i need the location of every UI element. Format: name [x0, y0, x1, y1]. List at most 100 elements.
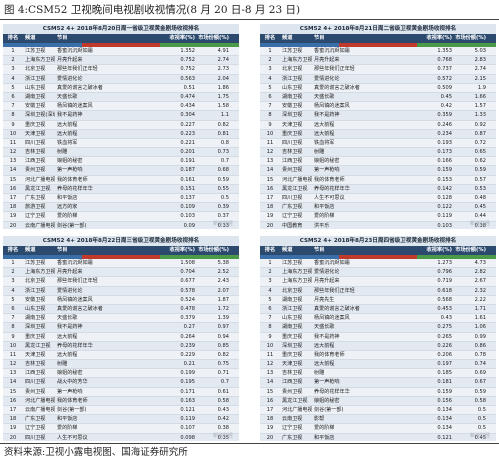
- cell-show: 我不是药神: [314, 112, 340, 119]
- cell-share: 2.07: [217, 287, 229, 294]
- cell-share: 1.87: [217, 296, 229, 303]
- column-header-channel: 频道: [282, 35, 293, 41]
- table-row: 7 安徽卫视 杨凤镇的迷案风 0.434 1.58: [3, 102, 239, 112]
- cell-share: 1.66: [474, 93, 486, 100]
- watermark: 新浪财经: [469, 433, 490, 439]
- cell-channel: 河北广播电视台卫视频道: [25, 397, 55, 404]
- cell-rank: 5: [11, 84, 15, 91]
- table-header: 排名 频道 节目 收视率(%) 市场份额(%): [3, 246, 239, 255]
- column-header-share: 市场份额(%): [198, 35, 229, 41]
- cell-rank: 11: [9, 351, 17, 358]
- ranking-panel: CSM52 4+ 2018年8月23日周四省级卫视黄金剧场收视排名 排名 频道 节目 收…: [260, 236, 496, 441]
- cell-rank: 3: [268, 278, 272, 285]
- cell-channel: 四川卫视: [25, 139, 46, 146]
- table-row: 15 河北广播电视台卫视频道我的体育老师 0.161 0.59: [3, 176, 239, 185]
- panel-title: CSM52 4+ 2018年8月21日周二省级卫视黄金剧场收视排名: [260, 24, 496, 34]
- cell-share: 0.57: [474, 176, 486, 183]
- table-row: 6 山东卫视 真爱的谎言之破冰者 0.478 1.72: [3, 304, 239, 315]
- cell-share: 1.1: [220, 112, 229, 119]
- cell-show: 和平饭店: [314, 434, 335, 441]
- table-row: 13 江西卫视 娘姐的秘密 0.199 0.71: [3, 369, 239, 379]
- cell-channel: 上海东方卫视: [25, 269, 55, 276]
- cell-rating: 0.137: [180, 195, 195, 201]
- cell-rating: 1.353: [437, 48, 452, 54]
- cell-rank: 8: [268, 112, 272, 119]
- table-row: 8 湖南卫视 天盛长歌 0.275 1.06: [260, 323, 496, 333]
- cell-channel: 上海东方卫视: [25, 57, 55, 64]
- cell-rank: 17: [266, 195, 274, 201]
- cell-rating: 0.453: [437, 305, 452, 312]
- cell-rating: 0.121: [437, 434, 452, 441]
- cell-channel: 辽宁卫视: [282, 425, 303, 432]
- cell-rating: 0.159: [437, 388, 452, 395]
- cell-share: 0.44: [474, 213, 486, 220]
- cell-channel: 江西卫视: [25, 158, 46, 165]
- ranking-panel: CSM52 4+ 2018年8月21日周二省级卫视黄金剧场收视排名 排名 频道 节目 收…: [260, 24, 496, 229]
- panel-title: CSM52 4+ 2018年8月22日周三省级卫视黄金剧场收视排名: [3, 236, 239, 246]
- cell-show: 月亮先生: [314, 296, 335, 303]
- table-row: 12 吉林卫视 射雕 0.21 0.75: [3, 360, 239, 370]
- cell-show: 杨凤镇的迷案风: [314, 315, 350, 322]
- cell-rank: 16: [266, 185, 274, 192]
- cell-share: 0.45: [474, 434, 486, 441]
- cell-rating: 0.134: [437, 416, 452, 423]
- cell-share: 0.55: [217, 185, 229, 192]
- cell-share: 2.67: [474, 278, 486, 285]
- cell-share: 4.91: [217, 48, 229, 54]
- color-strip-segment: [81, 255, 161, 259]
- cell-rank: 12: [266, 149, 274, 156]
- table-row: 10 天津卫视 远大前程 0.223 0.81: [3, 129, 239, 139]
- cell-rank: 15: [9, 388, 17, 395]
- cell-rating: 0.264: [180, 333, 195, 340]
- table-row: 16 黑龙江卫视 养母的花样年华 0.151 0.55: [3, 184, 239, 194]
- cell-rating: 0.265: [437, 333, 452, 340]
- cell-show: 我的体育老师: [314, 176, 345, 183]
- cell-channel: 深圳卫视: [282, 112, 303, 119]
- cell-rank: 19: [266, 425, 274, 432]
- cell-rating: 0.21: [183, 361, 195, 368]
- cell-rank: 17: [9, 195, 17, 201]
- cell-rating: 0.304: [180, 112, 195, 119]
- cell-rank: 13: [266, 158, 274, 165]
- cell-share: 1.61: [474, 315, 486, 322]
- cell-share: 2.83: [474, 57, 486, 64]
- table-row: 2 上海东方卫视 月亮升起来 0.768 2.83: [260, 56, 496, 66]
- cell-rank: 7: [11, 315, 15, 322]
- cell-share: 0.71: [217, 370, 229, 377]
- cell-rating: 0.128: [437, 195, 452, 201]
- cell-show: 远大前程: [314, 121, 335, 128]
- table-row: 5 山东卫视 真爱的谎言之破冰者 0.51 1.86: [3, 84, 239, 93]
- cell-channel: 北京卫视: [282, 287, 303, 294]
- ranking-panel: CSM52 4+ 2018年8月20日周一省级卫视黄金剧场收视排名 排名 频道 节目 收…: [3, 24, 239, 229]
- table-row: 1 江苏卫视 香蜜沉沉烬如霜 1.508 5.38: [3, 259, 239, 269]
- panel-title: CSM52 4+ 2018年8月20日周一省级卫视黄金剧场收视排名: [3, 24, 239, 34]
- table-row: 15 贵州卫视 第一声枪响 0.171 0.61: [3, 388, 239, 397]
- cell-channel: 天津卫视: [25, 130, 46, 137]
- cell-rating: 0.229: [180, 351, 195, 358]
- cell-channel: 江苏卫视: [25, 260, 46, 266]
- cell-share: 0.58: [217, 397, 229, 404]
- cell-rating: 0.109: [180, 204, 195, 211]
- cell-rating: 0.161: [180, 176, 195, 183]
- column-header-rank: 排名: [7, 247, 19, 253]
- cell-show: 养母的花样年华: [57, 342, 93, 349]
- cell-rating: 0.151: [180, 185, 195, 192]
- cell-channel: 山东卫视: [25, 84, 46, 91]
- cell-channel: 江西卫视: [25, 370, 46, 377]
- cell-rating: 0.226: [437, 342, 452, 349]
- color-strip-segment: [160, 43, 239, 47]
- cell-channel: 云南卫视: [282, 416, 303, 423]
- cell-show: 和平饭店: [57, 416, 78, 423]
- cell-rating: 0.27: [183, 324, 195, 331]
- cell-show: 杨凤镇的迷案风: [57, 103, 93, 110]
- cell-share: 0.87: [474, 130, 486, 137]
- cell-rank: 20: [9, 434, 17, 441]
- cell-channel: 黑龙江卫视: [282, 397, 308, 404]
- cell-share: 1.33: [474, 112, 486, 119]
- column-header-channel: 频道: [25, 247, 36, 253]
- cell-share: 0.92: [474, 121, 486, 128]
- cell-share: 1.39: [217, 315, 229, 322]
- cell-rating: 0.752: [180, 66, 195, 73]
- cell-show: 爱的阶梯: [57, 213, 78, 220]
- cell-share: 0.58: [474, 397, 486, 404]
